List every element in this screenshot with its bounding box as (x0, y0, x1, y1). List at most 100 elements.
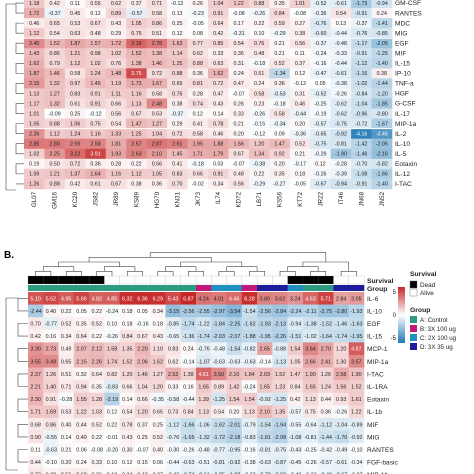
cell-value: -0.14 (182, 359, 194, 365)
cell-value: -0.29 (253, 182, 265, 188)
heatmap-cell (126, 178, 147, 190)
heatmap-cell (180, 317, 197, 331)
heatmap-cell (351, 0, 372, 9)
cell-value: 0.58 (193, 131, 203, 137)
heatmap-cell (272, 380, 288, 394)
cell-value: 1.05 (290, 359, 301, 365)
heatmap-cell (257, 329, 273, 343)
heatmap-cell (167, 0, 188, 9)
cell-value: -1.70 (335, 435, 347, 441)
cell-value: 3.50 (214, 372, 225, 378)
cell-value: 2.63 (131, 152, 141, 158)
cell-value: -2.24 (289, 309, 301, 315)
cell-value: 1.62 (153, 359, 164, 365)
cell-value: -0.48 (197, 448, 209, 454)
cell-value: 0.22 (107, 422, 118, 428)
cell-value: 2.73 (46, 347, 57, 353)
cell-value: -1.84 (213, 322, 225, 328)
heatmap-cell (310, 98, 331, 109)
heatmap-cell (58, 292, 75, 305)
cell-value: 0.42 (213, 31, 223, 37)
heatmap-cell (126, 128, 147, 139)
cell-value: 0.52 (153, 435, 164, 441)
heatmap-cell (211, 317, 227, 331)
cell-value: 0.10 (254, 31, 264, 37)
heatmap-cell (43, 443, 59, 457)
cell-value: 1.27 (152, 121, 162, 127)
cell-value: 0.14 (61, 435, 72, 441)
column-dendrogram-branch (126, 271, 143, 276)
cell-value: -1.72 (213, 435, 225, 441)
heatmap-cell (167, 178, 188, 190)
cell-value: 1.34 (254, 152, 264, 158)
cell-value: 0.21 (234, 121, 244, 127)
cell-value: -0.43 (289, 448, 301, 454)
heatmap-cell (119, 405, 136, 419)
cell-value: 1.39 (183, 372, 194, 378)
heatmap-cell (24, 178, 45, 190)
cell-value: -1.74 (197, 334, 209, 340)
cell-value: 0.40 (46, 309, 57, 315)
row-label: IL-10 (395, 141, 410, 148)
heatmap-cell (351, 158, 372, 170)
cell-value: 0.44 (321, 397, 332, 403)
cell-value: -0.61 (335, 71, 347, 77)
heatmap-cell (85, 108, 107, 119)
cell-value: 0.72 (70, 162, 80, 168)
heatmap-cell (208, 28, 229, 39)
group-annotation-cell (165, 285, 182, 291)
heatmap-cell (289, 58, 311, 69)
cell-value: -0.85 (376, 31, 388, 37)
heatmap-cell (333, 367, 350, 381)
heatmap-cell (371, 0, 393, 9)
heatmap-cell (211, 418, 227, 431)
cell-value: -0.60 (314, 31, 326, 37)
heatmap-cell (28, 430, 44, 444)
column-dendrogram-branch (58, 261, 120, 267)
heatmap-cell (180, 342, 197, 356)
cell-value: 1.40 (46, 385, 57, 391)
heatmap-cell (44, 88, 66, 99)
heatmap-cell (287, 468, 304, 474)
heatmap-cell (24, 88, 45, 99)
cell-value: -0.08 (294, 11, 306, 17)
cell-value: 0.42 (50, 1, 60, 7)
cell-value: 0.38 (46, 473, 57, 474)
heatmap-cell (272, 455, 288, 469)
heatmap-cell (269, 128, 291, 139)
heatmap-cell (134, 367, 151, 381)
cell-value: -0.83 (243, 435, 255, 441)
cell-value: 0.63 (213, 61, 223, 67)
cell-value: -0.25 (314, 101, 326, 107)
heatmap-cell (289, 168, 311, 180)
cell-value: 1.47 (131, 121, 141, 127)
cell-value: -0.39 (335, 172, 347, 178)
row-label: Eotaxin (367, 397, 389, 404)
cell-value: 0.66 (111, 101, 121, 107)
column-label: KC20 (72, 191, 79, 207)
heatmap-cell (269, 178, 291, 190)
heatmap-cell (43, 329, 59, 343)
heatmap-cell (257, 443, 273, 457)
cell-value: -1.67 (376, 121, 388, 127)
heatmap-cell (241, 455, 258, 469)
heatmap-cell (105, 8, 127, 19)
cell-value: 2.78 (152, 41, 162, 47)
cell-value: -1.95 (350, 334, 362, 340)
cell-value: -2.84 (274, 309, 286, 315)
column-dendrogram-branch (96, 271, 113, 276)
heatmap-cell (146, 128, 168, 139)
column-dendrogram-branch (149, 252, 327, 262)
cell-value: 0.15 (137, 460, 148, 466)
heatmap-cell (24, 118, 45, 129)
heatmap-cell (330, 28, 352, 39)
cell-value: -2.55 (197, 309, 209, 315)
heatmap-cell (272, 292, 288, 305)
heatmap-cell (119, 367, 136, 381)
cell-value: 2.65 (259, 347, 270, 353)
cell-value: -1.54 (259, 422, 271, 428)
cell-value: -0.92 (259, 397, 271, 403)
cell-value: 1.43 (29, 51, 39, 57)
heatmap-cell (272, 342, 288, 356)
heatmap-cell (211, 380, 227, 394)
